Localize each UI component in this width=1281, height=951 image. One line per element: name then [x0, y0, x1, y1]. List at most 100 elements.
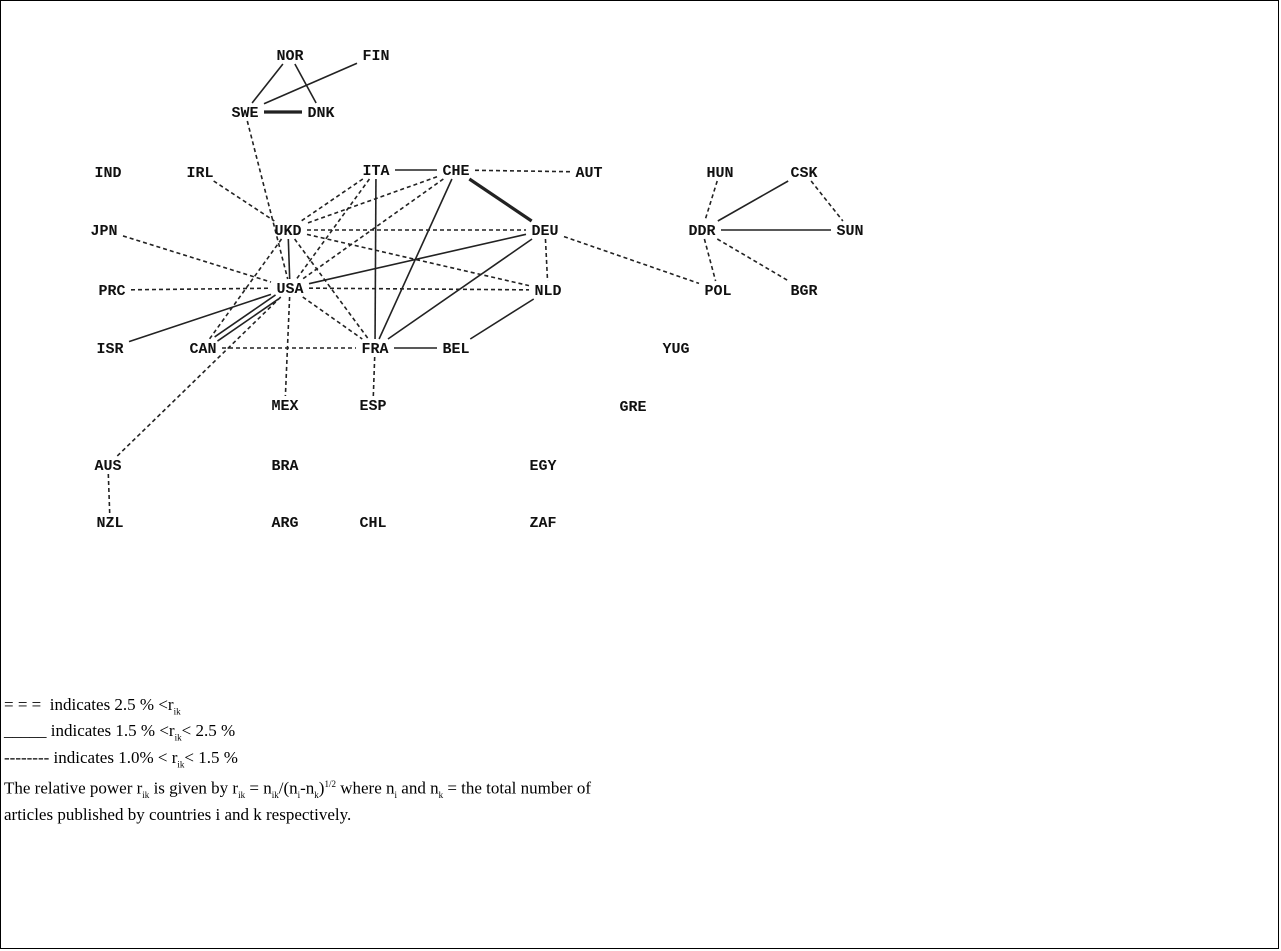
- edge-usa-aus: [116, 296, 282, 457]
- edge-usa-fra: [302, 296, 363, 340]
- edge-deu-usa: [308, 233, 527, 285]
- legend-sub: ik: [177, 759, 185, 770]
- node-ukd: UKD: [274, 223, 301, 240]
- edge-csk-ddr: [717, 180, 789, 222]
- legend-line-3: -------- indicates 1.0% < rik< 1.5 %: [4, 748, 1104, 774]
- edge-ddr-bgr: [716, 238, 790, 282]
- legend-text: where n: [335, 778, 395, 798]
- edge-hun-ddr: [704, 180, 718, 222]
- legend-text: = the total number of: [443, 778, 591, 798]
- legend-sub: k: [438, 790, 444, 801]
- node-egy: EGY: [529, 458, 556, 475]
- node-arg: ARG: [271, 515, 298, 532]
- edge-bel-nld: [469, 298, 535, 340]
- legend-text: and n: [397, 778, 439, 798]
- node-che: CHE: [442, 163, 469, 180]
- node-nor: NOR: [276, 48, 303, 65]
- edge-usa-isr: [128, 293, 272, 343]
- legend-sub: ik: [271, 790, 279, 801]
- node-bra: BRA: [271, 458, 298, 475]
- node-bgr: BGR: [790, 283, 817, 300]
- legend-text: is given by r: [149, 778, 239, 798]
- edge-irl-ukd: [213, 180, 275, 222]
- edge-ukd-nld: [306, 233, 530, 287]
- edges-layer: [107, 62, 844, 514]
- legend-text: ): [318, 778, 325, 798]
- node-fra: FRA: [361, 341, 388, 358]
- node-aut: AUT: [575, 165, 602, 182]
- edge-csk-sun: [810, 180, 844, 222]
- legend-text: /(n: [278, 778, 298, 798]
- node-pol: POL: [704, 283, 731, 300]
- legend-text: _____ indicates 1.5 % <r: [4, 721, 175, 741]
- node-zaf: ZAF: [529, 515, 556, 532]
- node-bel: BEL: [442, 341, 469, 358]
- edge-che-ukd: [306, 176, 438, 224]
- legend-sub: i: [297, 790, 301, 801]
- edge-ita-ukd: [300, 178, 364, 222]
- edge-deu-fra: [387, 238, 533, 340]
- node-mex: MEX: [271, 398, 298, 415]
- edge-che-aut: [474, 169, 571, 173]
- edge-swe-usa: [246, 120, 289, 280]
- node-jpn: JPN: [90, 223, 117, 240]
- node-swe: SWE: [231, 105, 258, 122]
- node-chl: CHL: [359, 515, 386, 532]
- node-usa: USA: [276, 281, 303, 298]
- edge-nor-swe: [251, 63, 284, 104]
- edge-ita-usa: [295, 178, 371, 280]
- legend-line-2: _____ indicates 1.5 % <rik< 2.5 %: [4, 721, 1104, 747]
- legend-line-1: = = = indicates 2.5 % <rik: [4, 695, 1104, 721]
- node-esp: ESP: [359, 398, 386, 415]
- edge-usa-mex: [284, 296, 291, 397]
- legend-sup: 1/2: [324, 779, 336, 790]
- edge-che-deu: [468, 177, 533, 223]
- node-yug: YUG: [662, 341, 689, 358]
- edge-fra-esp: [372, 356, 376, 397]
- node-aus: AUS: [94, 458, 121, 475]
- edge-usa-can: [214, 294, 276, 338]
- legend-text: -------- indicates 1.0% < r: [4, 747, 178, 767]
- node-dnk: DNK: [307, 105, 334, 122]
- node-sun: SUN: [836, 223, 863, 240]
- edge-prc-usa: [130, 287, 272, 291]
- legend-sub: ik: [238, 790, 246, 801]
- legend-text: < 2.5 %: [181, 721, 236, 741]
- node-prc: PRC: [98, 283, 125, 300]
- edge-usa-can-b: [217, 298, 279, 342]
- legend-sub: k: [314, 790, 319, 801]
- country-network-diagram: NOR FIN SWE DNK IND IRL ITA CHE AUT HUN CSK JPN UKD D…: [90, 48, 863, 532]
- node-ind: IND: [94, 165, 121, 182]
- legend-sub: i: [394, 790, 398, 801]
- edge-jpn-usa: [122, 235, 272, 283]
- edge-ukd-usa: [287, 238, 291, 280]
- legend-text: The relative power r: [4, 778, 143, 798]
- edge-nor-dnk: [294, 63, 317, 104]
- legend-line-5: articles published by countries i and k …: [4, 805, 352, 825]
- node-ddr: DDR: [688, 223, 715, 240]
- legend-text: = n: [245, 778, 272, 798]
- edge-ita-fra: [374, 178, 377, 340]
- node-irl: IRL: [186, 165, 213, 182]
- legend-text: = = = indicates 2.5 % <r: [4, 695, 174, 714]
- node-nld: NLD: [534, 283, 561, 300]
- node-hun: HUN: [706, 165, 733, 182]
- edge-fin-swe: [263, 62, 358, 105]
- node-isr: ISR: [96, 341, 123, 358]
- node-deu: DEU: [531, 223, 558, 240]
- edge-che-usa: [302, 178, 444, 280]
- nodes-layer: NOR FIN SWE DNK IND IRL ITA CHE AUT HUN CSK JPN UKD D…: [90, 48, 863, 532]
- node-nzl: NZL: [96, 515, 123, 532]
- node-gre: GRE: [619, 399, 646, 416]
- legend-line-4: The relative power rik is given by rik =…: [4, 774, 1104, 805]
- legend-sub: ik: [173, 706, 181, 717]
- node-fin: FIN: [362, 48, 389, 65]
- edge-deu-pol: [563, 235, 700, 285]
- legend-text: < 1.5 %: [184, 747, 238, 767]
- legend-sub: ik: [142, 790, 150, 801]
- node-ita: ITA: [362, 163, 389, 180]
- edge-usa-nld: [308, 287, 530, 291]
- node-csk: CSK: [790, 165, 817, 182]
- edge-deu-nld: [544, 238, 549, 282]
